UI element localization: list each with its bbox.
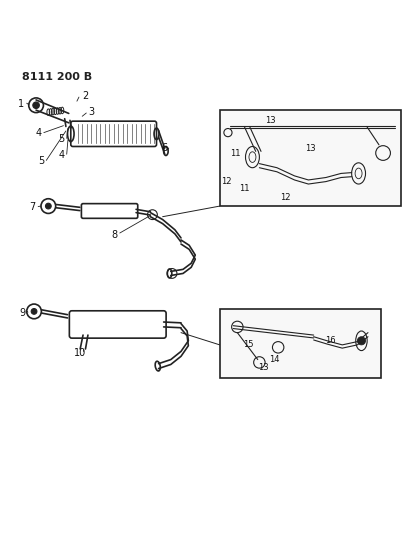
Text: 11: 11 bbox=[230, 149, 240, 158]
Text: 9: 9 bbox=[20, 309, 25, 318]
Circle shape bbox=[31, 309, 37, 314]
Text: 5: 5 bbox=[59, 134, 65, 144]
Circle shape bbox=[46, 203, 51, 209]
Text: 12: 12 bbox=[280, 193, 290, 203]
Bar bbox=[220, 309, 381, 377]
Text: 13: 13 bbox=[265, 116, 275, 125]
Text: 3: 3 bbox=[88, 107, 94, 117]
Bar bbox=[220, 110, 402, 206]
Text: 8: 8 bbox=[112, 230, 118, 240]
Text: 4: 4 bbox=[35, 127, 41, 138]
Text: 8111 200 B: 8111 200 B bbox=[22, 71, 92, 82]
Circle shape bbox=[33, 102, 39, 109]
Text: 2: 2 bbox=[82, 91, 88, 101]
Text: 13: 13 bbox=[305, 144, 316, 154]
Text: 16: 16 bbox=[325, 336, 335, 345]
Circle shape bbox=[357, 337, 365, 345]
Text: 5: 5 bbox=[38, 156, 44, 166]
FancyBboxPatch shape bbox=[81, 204, 138, 219]
Text: 4: 4 bbox=[59, 150, 65, 160]
Text: 1: 1 bbox=[18, 99, 24, 109]
Text: 7: 7 bbox=[29, 203, 35, 212]
Text: 11: 11 bbox=[239, 184, 249, 192]
Text: 13: 13 bbox=[258, 363, 269, 372]
Text: 14: 14 bbox=[269, 355, 279, 364]
Text: 10: 10 bbox=[74, 349, 86, 359]
Text: 6: 6 bbox=[162, 143, 168, 153]
FancyBboxPatch shape bbox=[69, 311, 166, 338]
Text: 12: 12 bbox=[222, 177, 232, 186]
FancyBboxPatch shape bbox=[71, 121, 157, 147]
Text: 15: 15 bbox=[243, 341, 254, 349]
